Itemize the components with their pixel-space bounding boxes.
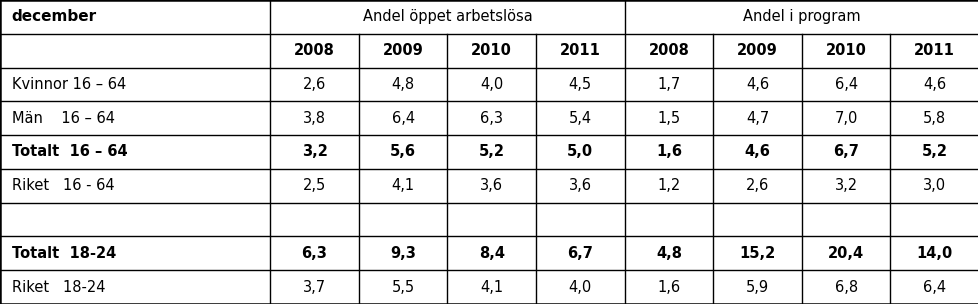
Text: 2010: 2010 xyxy=(470,43,511,58)
Text: 2,5: 2,5 xyxy=(302,178,326,193)
Text: 3,8: 3,8 xyxy=(303,111,326,126)
Text: 1,2: 1,2 xyxy=(656,178,680,193)
Text: 5,5: 5,5 xyxy=(391,280,415,295)
Text: 5,9: 5,9 xyxy=(745,280,769,295)
Text: 1,6: 1,6 xyxy=(656,280,680,295)
Text: 4,7: 4,7 xyxy=(745,111,769,126)
Text: 9,3: 9,3 xyxy=(390,246,416,261)
Text: 3,2: 3,2 xyxy=(833,178,857,193)
Text: 5,2: 5,2 xyxy=(920,144,947,160)
Text: 2011: 2011 xyxy=(913,43,955,58)
Text: 4,6: 4,6 xyxy=(744,144,770,160)
Text: 6,7: 6,7 xyxy=(832,144,858,160)
Text: 4,6: 4,6 xyxy=(745,77,769,92)
Text: 1,6: 1,6 xyxy=(655,144,682,160)
Text: 1,5: 1,5 xyxy=(656,111,680,126)
Text: Totalt  18-24: Totalt 18-24 xyxy=(12,246,115,261)
Text: 4,5: 4,5 xyxy=(568,77,592,92)
Text: 4,8: 4,8 xyxy=(391,77,415,92)
Text: 2,6: 2,6 xyxy=(745,178,769,193)
Text: 2009: 2009 xyxy=(382,43,423,58)
Text: 4,6: 4,6 xyxy=(922,77,946,92)
Text: 3,0: 3,0 xyxy=(922,178,946,193)
Text: 6,4: 6,4 xyxy=(922,280,946,295)
Text: 3,7: 3,7 xyxy=(302,280,326,295)
Text: 6,4: 6,4 xyxy=(833,77,857,92)
Text: 5,6: 5,6 xyxy=(389,144,416,160)
Text: Andel i program: Andel i program xyxy=(742,9,860,24)
Text: 6,3: 6,3 xyxy=(480,111,503,126)
Text: Riket   18-24: Riket 18-24 xyxy=(12,280,106,295)
Text: Män    16 – 64: Män 16 – 64 xyxy=(12,111,114,126)
Text: 2009: 2009 xyxy=(736,43,778,58)
Text: 4,1: 4,1 xyxy=(479,280,503,295)
Text: 3,6: 3,6 xyxy=(568,178,591,193)
Text: Totalt  16 – 64: Totalt 16 – 64 xyxy=(12,144,127,160)
Text: 5,0: 5,0 xyxy=(566,144,593,160)
Text: 3,2: 3,2 xyxy=(301,144,327,160)
Text: Riket   16 - 64: Riket 16 - 64 xyxy=(12,178,114,193)
Text: 3,6: 3,6 xyxy=(480,178,503,193)
Text: december: december xyxy=(12,9,97,24)
Text: 2,6: 2,6 xyxy=(302,77,326,92)
Text: Andel öppet arbetslösa: Andel öppet arbetslösa xyxy=(362,9,532,24)
Text: 15,2: 15,2 xyxy=(738,246,775,261)
Text: 4,1: 4,1 xyxy=(391,178,415,193)
Text: 14,0: 14,0 xyxy=(915,246,952,261)
Text: 2008: 2008 xyxy=(293,43,334,58)
Text: 2010: 2010 xyxy=(824,43,866,58)
Text: 6,8: 6,8 xyxy=(833,280,857,295)
Text: 4,8: 4,8 xyxy=(655,246,682,261)
Text: 1,7: 1,7 xyxy=(656,77,680,92)
Text: 5,4: 5,4 xyxy=(568,111,592,126)
Text: 7,0: 7,0 xyxy=(833,111,857,126)
Text: 5,8: 5,8 xyxy=(922,111,946,126)
Text: 6,4: 6,4 xyxy=(391,111,415,126)
Text: 4,0: 4,0 xyxy=(479,77,503,92)
Text: 5,2: 5,2 xyxy=(478,144,505,160)
Text: Kvinnor 16 – 64: Kvinnor 16 – 64 xyxy=(12,77,126,92)
Text: 20,4: 20,4 xyxy=(827,246,864,261)
Text: 6,7: 6,7 xyxy=(567,246,593,261)
Text: 6,3: 6,3 xyxy=(301,246,327,261)
Text: 2008: 2008 xyxy=(647,43,689,58)
Text: 4,0: 4,0 xyxy=(568,280,592,295)
Text: 8,4: 8,4 xyxy=(478,246,505,261)
Text: 2011: 2011 xyxy=(559,43,600,58)
